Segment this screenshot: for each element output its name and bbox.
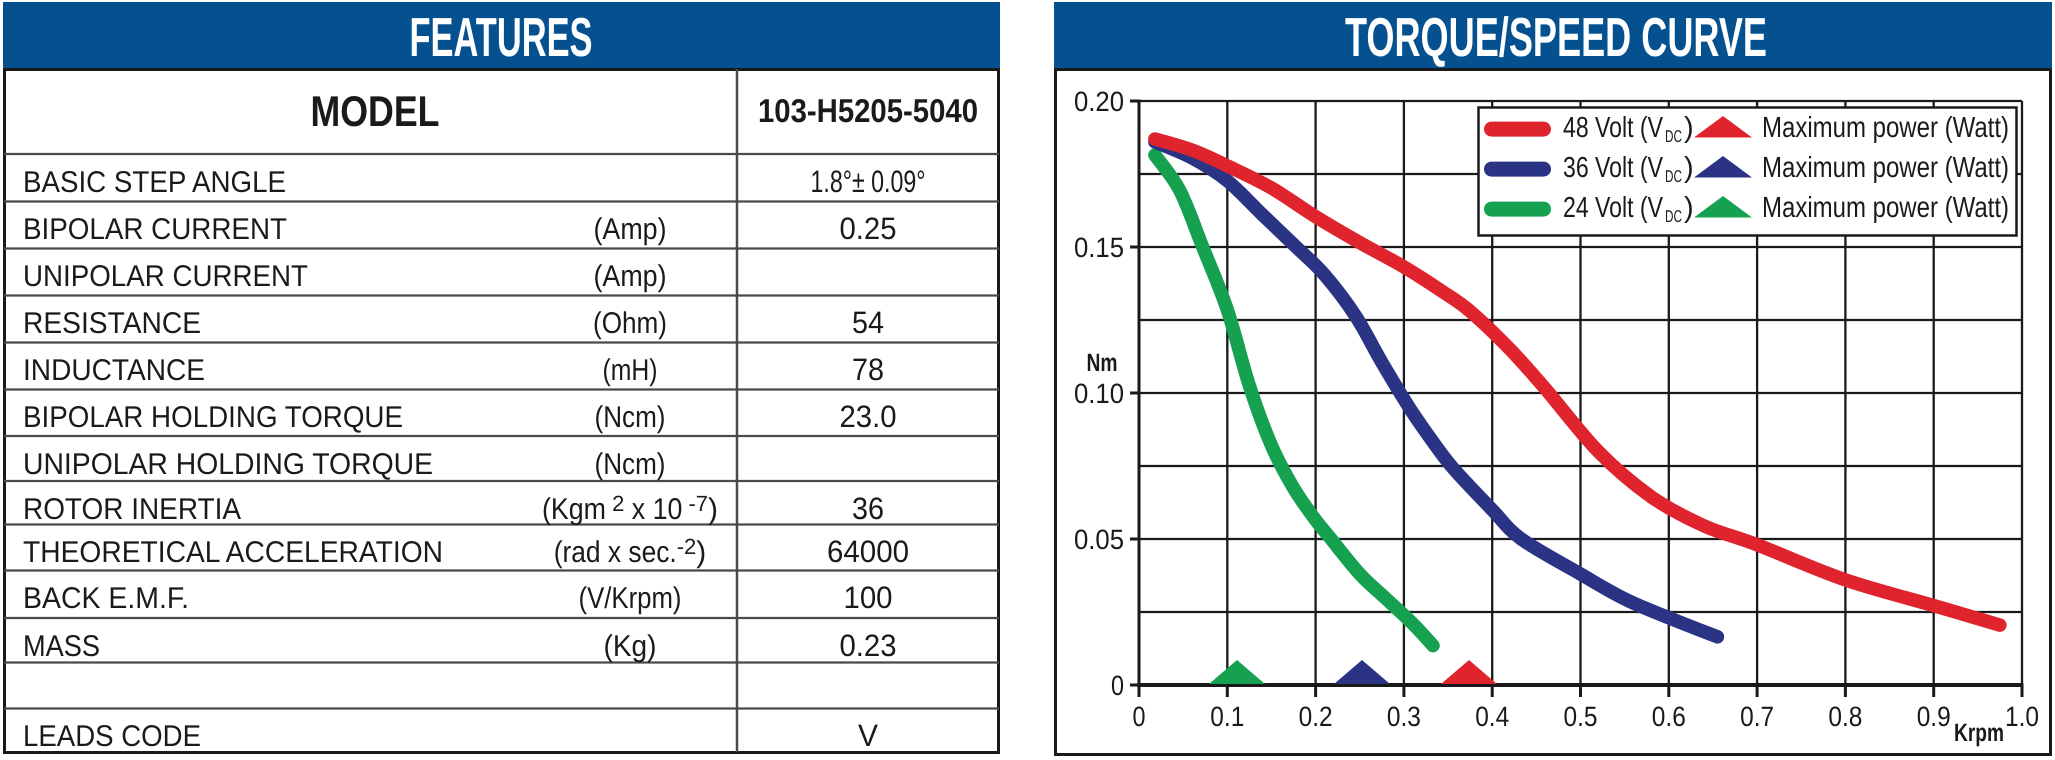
svg-text:0.5: 0.5: [1564, 701, 1598, 732]
svg-text:(Kg): (Kg): [604, 630, 657, 663]
svg-text:DC: DC: [1665, 207, 1682, 226]
svg-text:MODEL: MODEL: [311, 88, 440, 136]
svg-text:Maximum power (Watt): Maximum power (Watt): [1762, 192, 2009, 224]
svg-text:BASIC STEP ANGLE: BASIC STEP ANGLE: [23, 166, 286, 199]
svg-text:Krpm: Krpm: [1954, 719, 2004, 747]
svg-text:103-H5205-5040: 103-H5205-5040: [758, 92, 978, 129]
svg-text:INDUCTANCE: INDUCTANCE: [23, 354, 205, 387]
svg-text:0.8: 0.8: [1828, 701, 1862, 732]
svg-text:0.25: 0.25: [840, 211, 897, 246]
svg-text:(V/Krpm): (V/Krpm): [579, 582, 682, 615]
svg-text:(rad x sec.-2): (rad x sec.-2): [554, 534, 707, 569]
svg-text:RESISTANCE: RESISTANCE: [23, 307, 201, 340]
svg-text:54: 54: [852, 305, 884, 340]
svg-text:0.4: 0.4: [1475, 701, 1509, 732]
svg-text:0.23: 0.23: [840, 628, 897, 663]
svg-text:ROTOR INERTIA: ROTOR INERTIA: [23, 493, 241, 526]
svg-text:THEORETICAL ACCELERATION: THEORETICAL ACCELERATION: [23, 536, 443, 569]
svg-text:Maximum power (Watt): Maximum power (Watt): [1762, 152, 2009, 184]
svg-text:0.05: 0.05: [1074, 524, 1124, 555]
svg-text:FEATURES: FEATURES: [410, 6, 593, 68]
svg-text:0.10: 0.10: [1074, 378, 1124, 409]
svg-text:0.15: 0.15: [1074, 232, 1124, 263]
svg-text:UNIPOLAR CURRENT: UNIPOLAR CURRENT: [23, 260, 308, 293]
svg-text:0.1: 0.1: [1210, 701, 1244, 732]
svg-text:0: 0: [1133, 701, 1146, 732]
svg-text:): ): [1684, 152, 1694, 184]
svg-text:(Ncm): (Ncm): [595, 401, 666, 434]
svg-text:(Ncm): (Ncm): [595, 448, 666, 481]
svg-text:BACK E.M.F.: BACK E.M.F.: [23, 582, 189, 615]
svg-text:0: 0: [1111, 670, 1124, 701]
svg-text:78: 78: [852, 352, 884, 387]
svg-text:BIPOLAR HOLDING TORQUE: BIPOLAR HOLDING TORQUE: [23, 401, 403, 434]
svg-text:0.3: 0.3: [1387, 701, 1421, 732]
svg-text:0.6: 0.6: [1652, 701, 1686, 732]
svg-text:0.7: 0.7: [1740, 701, 1774, 732]
svg-text:0.9: 0.9: [1917, 701, 1951, 732]
svg-text:MASS: MASS: [23, 630, 100, 663]
svg-text:36 Volt (V: 36 Volt (V: [1563, 152, 1664, 184]
svg-text:23.0: 23.0: [840, 399, 897, 434]
svg-text:0.20: 0.20: [1074, 86, 1124, 117]
svg-text:1.8°± 0.09°: 1.8°± 0.09°: [811, 164, 926, 199]
svg-text:(Kgm 2 x 10 -7): (Kgm 2 x 10 -7): [542, 491, 718, 526]
svg-text:UNIPOLAR HOLDING TORQUE: UNIPOLAR HOLDING TORQUE: [23, 448, 433, 481]
svg-text:Maximum power (Watt): Maximum power (Watt): [1762, 112, 2009, 144]
svg-text:DC: DC: [1665, 167, 1682, 186]
svg-text:BIPOLAR CURRENT: BIPOLAR CURRENT: [23, 213, 287, 246]
svg-text:): ): [1684, 112, 1694, 144]
svg-text:(Amp): (Amp): [594, 213, 667, 246]
svg-text:V: V: [858, 718, 878, 753]
svg-text:(Ohm): (Ohm): [593, 307, 667, 340]
svg-text:TORQUE/SPEED CURVE: TORQUE/SPEED CURVE: [1345, 6, 1767, 68]
svg-text:48 Volt (V: 48 Volt (V: [1563, 112, 1664, 144]
svg-text:36: 36: [852, 491, 884, 526]
svg-text:LEADS CODE: LEADS CODE: [23, 720, 201, 753]
svg-text:100: 100: [844, 580, 893, 615]
svg-text:64000: 64000: [827, 534, 909, 569]
svg-text:24 Volt (V: 24 Volt (V: [1563, 192, 1664, 224]
svg-text:Nm: Nm: [1087, 349, 1118, 377]
svg-text:DC: DC: [1665, 127, 1682, 146]
svg-text:(mH): (mH): [603, 354, 658, 387]
svg-text:(Amp): (Amp): [594, 260, 667, 293]
svg-text:): ): [1684, 192, 1694, 224]
svg-text:1.0: 1.0: [2005, 701, 2039, 732]
svg-text:0.2: 0.2: [1299, 701, 1333, 732]
